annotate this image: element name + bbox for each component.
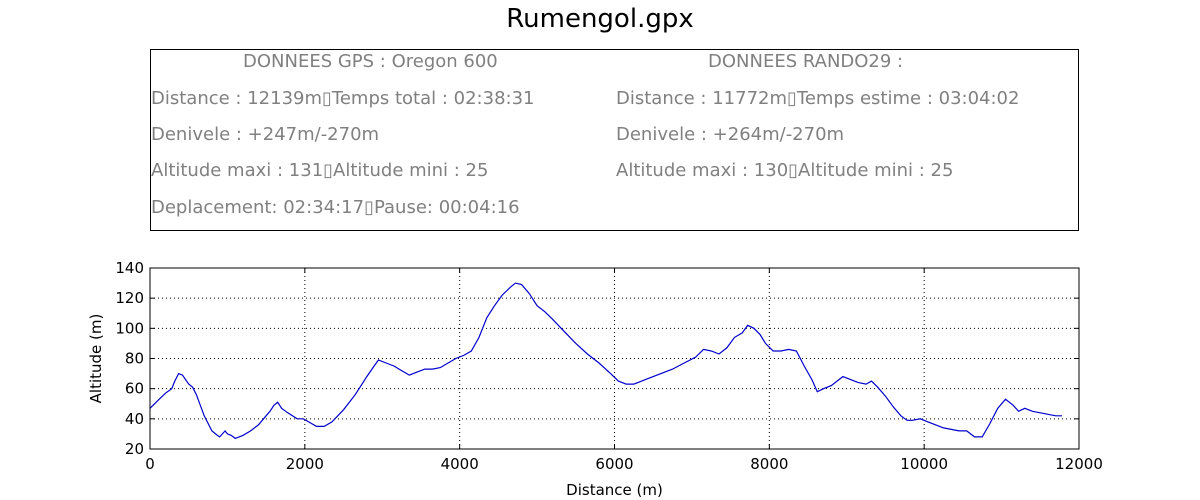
x-tick-label: 6000 [595, 455, 633, 473]
x-tick-label: 0 [145, 455, 155, 473]
x-tick-label: 10000 [900, 455, 948, 473]
info-box: DONNEES GPS : Oregon 600 Distance : 1213… [150, 49, 1079, 231]
y-tick-label: 120 [115, 289, 144, 307]
gps-denivele-line: Denivele : +247m/-270m [151, 124, 380, 145]
x-tick-label: 8000 [750, 455, 788, 473]
rando-denivele-line: Denivele : +264m/-270m [616, 124, 845, 145]
gps-altitude-line: Altitude maxi : 131▯Altitude mini : 25 [151, 160, 489, 181]
y-tick-label: 80 [125, 350, 144, 368]
y-tick-label: 100 [115, 319, 144, 337]
y-tick-label: 60 [125, 380, 144, 398]
y-tick-label: 40 [125, 410, 144, 428]
gps-deplacement-line: Deplacement: 02:34:17▯Pause: 00:04:16 [151, 197, 520, 218]
rando-header: DONNEES RANDO29 : [708, 51, 904, 72]
axis-ticks: 0 2000 4000 6000 8000 10000 12000 20 40 60 80 100 12… [115, 259, 1103, 473]
gps-header: DONNEES GPS : Oregon 600 [243, 51, 498, 72]
chart-grid [150, 268, 1079, 449]
rando-distance-line: Distance : 11772m▯Temps estime : 03:04:0… [616, 88, 1020, 109]
x-tick-label: 12000 [1055, 455, 1103, 473]
y-tick-label: 140 [115, 259, 144, 277]
gps-distance-line: Distance : 12139m▯Temps total : 02:38:31 [151, 88, 535, 109]
page-title: Rumengol.gpx [506, 4, 694, 34]
y-axis-label: Altitude (m) [87, 314, 105, 404]
rando-altitude-line: Altitude maxi : 130▯Altitude mini : 25 [616, 160, 954, 181]
x-axis-label: Distance (m) [566, 481, 663, 499]
x-tick-label: 2000 [286, 455, 324, 473]
y-tick-label: 20 [125, 440, 144, 458]
altitude-series-line [149, 282, 1062, 440]
x-tick-label: 4000 [441, 455, 479, 473]
